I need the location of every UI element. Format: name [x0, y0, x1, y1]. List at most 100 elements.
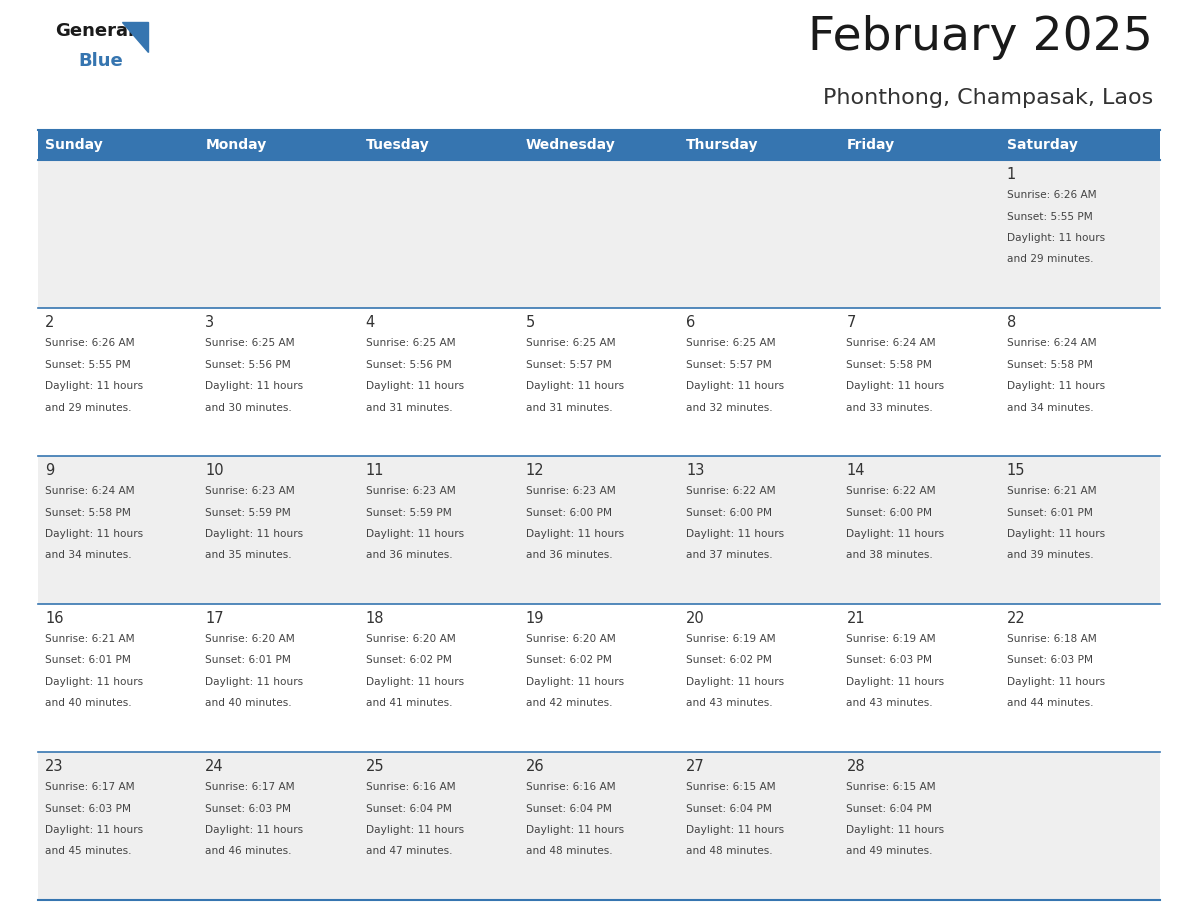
- Text: Sunrise: 6:17 AM: Sunrise: 6:17 AM: [45, 782, 134, 792]
- Text: and 41 minutes.: and 41 minutes.: [366, 699, 453, 709]
- Text: 9: 9: [45, 463, 55, 478]
- Text: 19: 19: [526, 611, 544, 626]
- Text: Sunrise: 6:23 AM: Sunrise: 6:23 AM: [366, 486, 455, 496]
- Text: Wednesday: Wednesday: [526, 138, 615, 152]
- Text: Daylight: 11 hours: Daylight: 11 hours: [45, 825, 143, 835]
- Text: Daylight: 11 hours: Daylight: 11 hours: [206, 825, 303, 835]
- Text: Sunset: 6:02 PM: Sunset: 6:02 PM: [366, 655, 451, 666]
- Text: 11: 11: [366, 463, 384, 478]
- Text: Daylight: 11 hours: Daylight: 11 hours: [526, 825, 624, 835]
- Text: Sunset: 6:04 PM: Sunset: 6:04 PM: [846, 803, 933, 813]
- Bar: [38, 308, 1159, 456]
- Text: 15: 15: [1006, 463, 1025, 478]
- Text: Daylight: 11 hours: Daylight: 11 hours: [526, 677, 624, 687]
- Text: Daylight: 11 hours: Daylight: 11 hours: [846, 825, 944, 835]
- Text: and 40 minutes.: and 40 minutes.: [206, 699, 292, 709]
- Text: Daylight: 11 hours: Daylight: 11 hours: [366, 381, 463, 391]
- Bar: [38, 456, 1159, 604]
- Text: Sunrise: 6:15 AM: Sunrise: 6:15 AM: [687, 782, 776, 792]
- Text: Sunset: 6:02 PM: Sunset: 6:02 PM: [526, 655, 612, 666]
- Text: and 32 minutes.: and 32 minutes.: [687, 402, 772, 412]
- Text: Sunset: 6:00 PM: Sunset: 6:00 PM: [526, 508, 612, 518]
- Text: Sunset: 5:55 PM: Sunset: 5:55 PM: [45, 360, 131, 370]
- Bar: [519, 130, 680, 160]
- Text: Sunrise: 6:22 AM: Sunrise: 6:22 AM: [846, 486, 936, 496]
- Text: Sunset: 6:02 PM: Sunset: 6:02 PM: [687, 655, 772, 666]
- Text: Saturday: Saturday: [1006, 138, 1078, 152]
- Text: Daylight: 11 hours: Daylight: 11 hours: [1006, 233, 1105, 243]
- Text: Tuesday: Tuesday: [366, 138, 429, 152]
- Text: Sunrise: 6:18 AM: Sunrise: 6:18 AM: [1006, 634, 1097, 644]
- Text: Sunrise: 6:19 AM: Sunrise: 6:19 AM: [687, 634, 776, 644]
- Text: Sunrise: 6:21 AM: Sunrise: 6:21 AM: [1006, 486, 1097, 496]
- Text: Sunrise: 6:22 AM: Sunrise: 6:22 AM: [687, 486, 776, 496]
- Text: Sunset: 5:58 PM: Sunset: 5:58 PM: [846, 360, 933, 370]
- Text: 12: 12: [526, 463, 544, 478]
- Text: 7: 7: [846, 315, 855, 330]
- Text: Sunrise: 6:24 AM: Sunrise: 6:24 AM: [45, 486, 134, 496]
- Text: Sunset: 5:58 PM: Sunset: 5:58 PM: [1006, 360, 1093, 370]
- Text: and 36 minutes.: and 36 minutes.: [526, 551, 613, 561]
- Text: and 31 minutes.: and 31 minutes.: [366, 402, 453, 412]
- Text: Daylight: 11 hours: Daylight: 11 hours: [1006, 381, 1105, 391]
- Text: Daylight: 11 hours: Daylight: 11 hours: [687, 825, 784, 835]
- Text: 18: 18: [366, 611, 384, 626]
- Text: and 44 minutes.: and 44 minutes.: [1006, 699, 1093, 709]
- Text: Sunrise: 6:24 AM: Sunrise: 6:24 AM: [846, 338, 936, 348]
- Text: and 40 minutes.: and 40 minutes.: [45, 699, 132, 709]
- Text: Sunrise: 6:15 AM: Sunrise: 6:15 AM: [846, 782, 936, 792]
- Text: 21: 21: [846, 611, 865, 626]
- Text: Sunset: 6:01 PM: Sunset: 6:01 PM: [45, 655, 131, 666]
- Text: 24: 24: [206, 759, 223, 774]
- Text: and 37 minutes.: and 37 minutes.: [687, 551, 772, 561]
- Text: and 48 minutes.: and 48 minutes.: [687, 846, 772, 856]
- Text: Monday: Monday: [206, 138, 266, 152]
- Text: 20: 20: [687, 611, 704, 626]
- Bar: [198, 130, 359, 160]
- Text: Daylight: 11 hours: Daylight: 11 hours: [206, 529, 303, 539]
- Text: Sunrise: 6:20 AM: Sunrise: 6:20 AM: [206, 634, 295, 644]
- Polygon shape: [122, 22, 148, 52]
- Text: Daylight: 11 hours: Daylight: 11 hours: [687, 677, 784, 687]
- Text: Sunrise: 6:25 AM: Sunrise: 6:25 AM: [366, 338, 455, 348]
- Text: Sunset: 6:04 PM: Sunset: 6:04 PM: [526, 803, 612, 813]
- Text: Daylight: 11 hours: Daylight: 11 hours: [1006, 529, 1105, 539]
- Text: General: General: [55, 22, 134, 40]
- Text: and 49 minutes.: and 49 minutes.: [846, 846, 933, 856]
- Text: Sunset: 6:04 PM: Sunset: 6:04 PM: [366, 803, 451, 813]
- Text: Blue: Blue: [78, 52, 122, 70]
- Text: Sunset: 6:03 PM: Sunset: 6:03 PM: [45, 803, 131, 813]
- Text: Sunrise: 6:16 AM: Sunrise: 6:16 AM: [366, 782, 455, 792]
- Text: Sunrise: 6:24 AM: Sunrise: 6:24 AM: [1006, 338, 1097, 348]
- Text: and 45 minutes.: and 45 minutes.: [45, 846, 132, 856]
- Bar: [359, 130, 519, 160]
- Text: Sunset: 5:57 PM: Sunset: 5:57 PM: [526, 360, 612, 370]
- Text: Sunset: 5:56 PM: Sunset: 5:56 PM: [206, 360, 291, 370]
- Text: Daylight: 11 hours: Daylight: 11 hours: [846, 381, 944, 391]
- Text: Daylight: 11 hours: Daylight: 11 hours: [687, 529, 784, 539]
- Text: Sunset: 6:00 PM: Sunset: 6:00 PM: [846, 508, 933, 518]
- Text: Friday: Friday: [846, 138, 895, 152]
- Text: 1: 1: [1006, 167, 1016, 182]
- Text: Daylight: 11 hours: Daylight: 11 hours: [366, 529, 463, 539]
- Text: 6: 6: [687, 315, 695, 330]
- Bar: [680, 130, 840, 160]
- Bar: [840, 130, 1000, 160]
- Text: Sunset: 6:03 PM: Sunset: 6:03 PM: [846, 655, 933, 666]
- Text: Daylight: 11 hours: Daylight: 11 hours: [1006, 677, 1105, 687]
- Text: 26: 26: [526, 759, 544, 774]
- Text: and 34 minutes.: and 34 minutes.: [45, 551, 132, 561]
- Text: Sunrise: 6:25 AM: Sunrise: 6:25 AM: [206, 338, 295, 348]
- Text: Daylight: 11 hours: Daylight: 11 hours: [366, 825, 463, 835]
- Text: Sunset: 6:01 PM: Sunset: 6:01 PM: [1006, 508, 1093, 518]
- Text: Sunrise: 6:26 AM: Sunrise: 6:26 AM: [1006, 190, 1097, 200]
- Text: Sunset: 6:04 PM: Sunset: 6:04 PM: [687, 803, 772, 813]
- Text: and 31 minutes.: and 31 minutes.: [526, 402, 613, 412]
- Text: and 48 minutes.: and 48 minutes.: [526, 846, 613, 856]
- Text: and 29 minutes.: and 29 minutes.: [1006, 254, 1093, 264]
- Text: Sunrise: 6:21 AM: Sunrise: 6:21 AM: [45, 634, 134, 644]
- Text: and 34 minutes.: and 34 minutes.: [1006, 402, 1093, 412]
- Text: February 2025: February 2025: [808, 15, 1154, 60]
- Text: Daylight: 11 hours: Daylight: 11 hours: [687, 381, 784, 391]
- Text: Sunrise: 6:23 AM: Sunrise: 6:23 AM: [526, 486, 615, 496]
